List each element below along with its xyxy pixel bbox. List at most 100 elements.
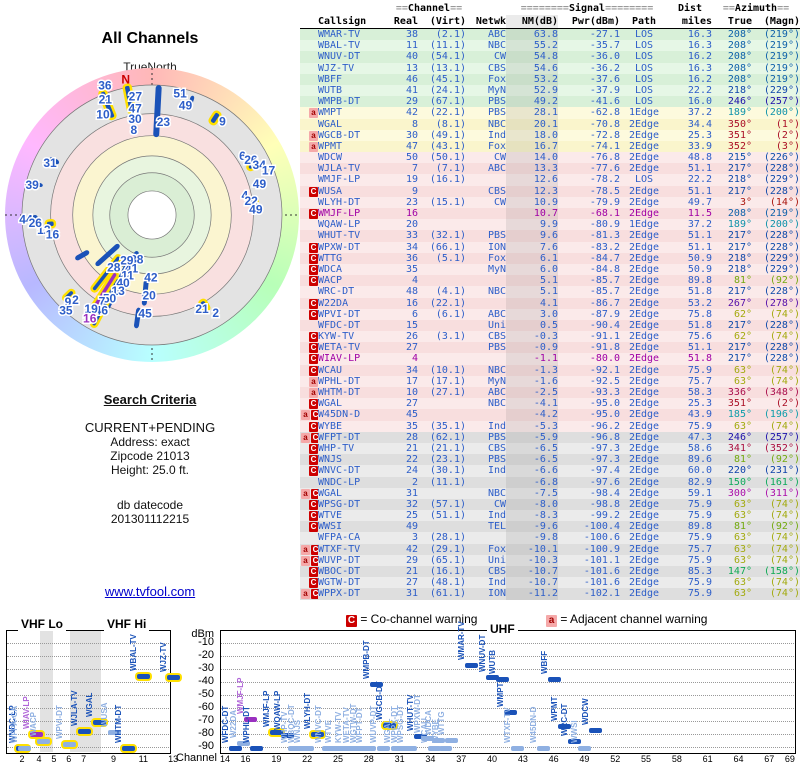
magnetic-azimuth-cell: (229°) [763,252,800,264]
chart-callsign-label: WFPT-DT [354,707,364,743]
network-cell: CW [493,196,506,208]
magnetic-azimuth-cell: (92°) [769,521,800,533]
co-channel-warning-icon: C [311,555,318,566]
warning-markers: C [300,443,318,454]
path-cell: 2Edge [628,543,660,555]
true-azimuth-cell: 217° [727,319,752,331]
distance-cell: 16.2 [687,73,712,85]
radar-channel-label: 23 [157,115,171,129]
table-row: a WHTM-DT 10 (27.1) ABC -2.5 -93.3 2Edge 58.3 336… [300,387,800,399]
network-cell: Fox [487,73,506,85]
warning-markers: C [300,577,318,589]
radar-channel-label: 13 [111,284,125,298]
path-cell: LOS [634,73,654,85]
co-channel-warning-icon: C [309,332,318,343]
magnetic-azimuth-cell: (228°) [763,353,800,365]
power-cell: -97.6 [589,476,620,488]
chart-callsign-label: WFPA-CA [10,705,20,743]
virtual-channel-cell [418,208,466,219]
gridline [7,695,169,696]
chart-marker [301,746,315,751]
chart-marker [331,746,345,751]
distance-cell: 58.6 [687,442,712,454]
virtual-channel-cell: (45.1) [429,73,466,85]
distance-cell: 34.4 [687,118,712,130]
noise-margin-cell: 12.3 [506,185,558,197]
chart-callsign-label: WPSG-DT [395,705,405,743]
table-row: WRC-DT 48 (4.1) NBC 5.1 -85.7 2Edge 51.8 217° (22… [300,286,800,298]
true-azimuth-cell: 341° [727,442,752,454]
tvfool-link[interactable]: www.tvfool.com [104,584,196,599]
magnetic-azimuth-cell: (311°) [763,487,800,499]
gridline [7,669,169,670]
magnetic-azimuth-cell: (74°) [769,588,800,600]
radar-channel-label: 8 [131,123,138,137]
radar-channel-label: 49 [179,99,193,113]
table-row: a WMPT 42 (22.1) PBS 28.1 -62.8 1Edge 37.2 189° (2… [300,107,800,119]
virtual-channel-cell: (3.1) [435,331,466,343]
warning-markers: C [300,186,318,197]
noise-margin-cell: -6.8 [506,476,558,488]
network-cell: MyN [487,375,506,387]
magnetic-azimuth-cell: (219°) [763,51,800,63]
path-cell: 2Edge [628,241,660,253]
signal-spoke-bar [246,160,259,172]
network-cell: ABC [487,308,506,320]
power-cell: -77.6 [589,163,620,175]
table-row: C WHP-TV 21 (21.1) CBS -6.5 -97.3 2Edge 58.6 341°… [300,442,800,455]
magnetic-azimuth-cell: (200°) [763,219,800,231]
noise-margin-cell: -6.5 [506,442,558,455]
radar-channel-label: 22 [244,194,258,208]
chart-callsign-label: WUTB [488,650,498,675]
table-row: a C WPPX-DT 31 (61.1) ION -11.2 -102.1 2Edge 75.9… [300,588,800,600]
network-cell [466,219,506,230]
chart-marker [362,746,376,751]
power-cell: -100.4 [583,521,620,533]
magnetic-azimuth-cell: (219°) [763,40,800,52]
true-azimuth-cell: 208° [727,40,752,52]
true-azimuth-cell: 217° [727,342,752,354]
warning-markers [300,219,318,230]
network-cell: Fox [487,140,506,152]
noise-margin-cell: 4.1 [506,297,558,309]
chart-callsign-label: WWSI [570,720,580,743]
real-channel-cell: 30 [405,129,418,141]
real-channel-cell: 23 [405,196,418,208]
radar-channel-label: 9 [65,295,72,309]
co-channel-warning-icon: C [309,264,318,275]
table-row: C WBOC-DT 21 (16.1) CBS -10.7 -101.6 2Edge 85.3 1… [300,566,800,578]
power-cell: -98.8 [589,498,620,510]
radar-channel-label: 19 [84,302,98,316]
radar-channel-label: 41 [125,261,139,275]
warning-markers [300,85,318,96]
radar-channel-label: 50 [103,291,117,305]
network-cell: CBS [487,442,506,454]
path-cell: 2Edge [628,476,660,488]
virtual-channel-cell [418,186,466,197]
gridline [7,708,169,709]
co-channel-warning-icon: C [309,343,318,354]
noise-margin-cell: 6.1 [506,252,558,264]
co-channel-warning-icon: C [309,309,318,320]
path-cell: LOS [634,62,654,74]
table-row: WFPA-CA 3 (28.1) -9.8 -100.6 2Edge 75.9 63° (74°… [300,532,800,544]
radar-channel-label: 2 [72,293,79,307]
real-channel-cell: 38 [405,29,418,40]
signal-spoke-bar [122,83,137,115]
true-azimuth-cell: 217° [727,185,752,197]
true-azimuth-cell: 217° [727,163,752,175]
adjacent-warning-icon: a [301,410,310,421]
power-cell: -93.3 [589,387,620,398]
signal-spoke-bar [32,215,38,220]
warning-markers: C [300,521,318,533]
true-azimuth-cell: 220° [727,465,752,477]
network-cell: TEL [487,521,506,533]
noise-margin-cell: -4.1 [506,398,558,410]
chart-marker [243,716,257,722]
network-cell: PBS [487,107,506,119]
callsign-cell: W22DA [318,297,349,309]
warning-markers: C [300,499,318,510]
power-cell: -41.6 [589,96,620,108]
table-row: C WTVE 25 (51.1) Ind -8.3 -99.2 2Edge 75.9 63° (74… [300,510,800,522]
callsign-cell: WMJF-LP [318,208,361,219]
